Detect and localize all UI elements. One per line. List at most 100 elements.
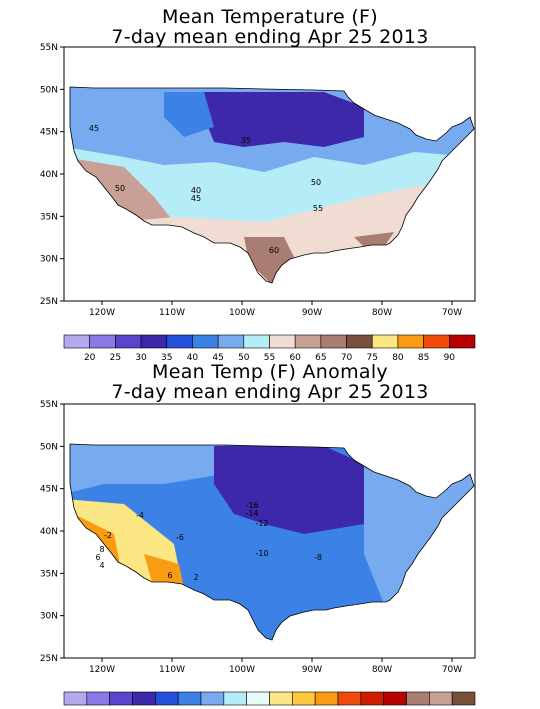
colorbar-swatch	[192, 334, 219, 349]
country-outline	[69, 443, 475, 641]
colorbar-tick-label: 55	[264, 353, 275, 363]
lat-label: 55N	[40, 400, 58, 410]
colorbar-swatch	[383, 691, 407, 706]
lon-label: 70W	[442, 308, 462, 318]
lon-label: 80W	[372, 308, 392, 318]
colorbar-swatch	[314, 691, 339, 706]
colorbar-swatch	[217, 334, 245, 349]
lat-label: 30N	[40, 612, 58, 622]
lat-label: 55N	[40, 43, 58, 53]
colorbar-tick-label: 70	[341, 353, 353, 363]
colorbar-swatch	[166, 334, 193, 349]
panel1-title-line2: 7-day mean ending Apr 25 2013	[111, 26, 429, 48]
lon-label: 90W	[302, 665, 322, 675]
colorbar: 20 25 30 35 40 45 50 55 60 65 70 75 80 85 90	[63, 334, 476, 363]
colorbar-swatch	[132, 691, 156, 706]
country-outline	[69, 86, 475, 284]
lat-label: 50N	[40, 85, 58, 95]
colorbar: -16-14-12-10-8-6-4-20246810121416	[63, 691, 476, 706]
colorbar-swatch	[346, 334, 373, 349]
colorbar-tick-label: 30	[135, 353, 147, 363]
contour-label: 60	[269, 246, 279, 255]
contour-label: 4	[99, 561, 104, 570]
lat-label: 40N	[40, 170, 58, 180]
colorbar-swatch	[451, 691, 476, 706]
band-mild-north	[70, 444, 224, 494]
lat-label: 25N	[40, 654, 58, 664]
lon-label: 90W	[302, 308, 322, 318]
colorbar-tick-label: 50	[238, 353, 250, 363]
lat-label: 45N	[40, 485, 58, 495]
colorbar-swatch	[63, 691, 88, 706]
lat-label: 30N	[40, 255, 58, 265]
colorbar-swatch	[246, 691, 270, 706]
contour-label: -12	[255, 519, 268, 528]
lon-label: 110W	[159, 665, 185, 675]
contour-label: 6	[95, 553, 100, 562]
colorbar-swatch	[243, 334, 270, 349]
mean-temperature-map: 55N 50N 45N 40N 35N 30N 25N 120W 110W 100W 90W 80W 7…	[40, 43, 476, 363]
lat-label: 40N	[40, 527, 58, 537]
contour-label: -4	[136, 511, 144, 520]
temperature-anomaly-map: 55N 50N 45N 40N 35N 30N 25N 120W 110W 100W 90W 80W 7…	[40, 400, 476, 706]
colorbar-swatch	[406, 691, 430, 706]
colorbar-tick-label: 60	[289, 353, 301, 363]
contour-label: -10	[255, 549, 268, 558]
colorbar-swatch	[371, 334, 399, 349]
lat-label: 25N	[40, 297, 58, 307]
colorbar-tick-label: 85	[418, 353, 429, 363]
colorbar-swatch	[269, 334, 296, 349]
band-hot-southwest	[144, 554, 184, 589]
lon-label: 120W	[89, 665, 115, 675]
colorbar-swatch	[320, 334, 347, 349]
panel1-title-line1: Mean Temperature (F)	[162, 6, 378, 28]
colorbar-swatch	[200, 691, 225, 706]
colorbar-swatch	[292, 691, 316, 706]
contour-label: 50	[311, 178, 321, 187]
contour-label: -2	[104, 531, 112, 540]
contour-label: -6	[176, 533, 184, 542]
contour-label: 40	[191, 186, 201, 195]
colorbar-swatch	[449, 334, 476, 349]
colorbar-swatch	[360, 691, 384, 706]
lon-label: 120W	[89, 308, 115, 318]
colorbar-tick-label: 25	[110, 353, 121, 363]
colorbar-swatch	[89, 334, 116, 349]
lon-label: 70W	[442, 665, 462, 675]
colorbar-tick-label: 35	[161, 353, 172, 363]
colorbar-swatch	[294, 334, 322, 349]
colorbar-tick-label: 75	[367, 353, 378, 363]
contour-label: 2	[193, 573, 198, 582]
contour-label: 6	[167, 571, 172, 580]
contour-label: 55	[313, 204, 323, 213]
panel2-title-line1: Mean Temp (F) Anomaly	[152, 361, 388, 383]
contour-label: 45	[191, 194, 201, 203]
band-cold-core	[214, 446, 364, 534]
colorbar-tick-label: 80	[392, 353, 404, 363]
contour-label: 35	[241, 136, 251, 145]
panel2-title-line2: 7-day mean ending Apr 25 2013	[111, 381, 429, 403]
colorbar-tick-label: 65	[315, 353, 326, 363]
colorbar-swatch	[115, 334, 142, 349]
contour-label: 50	[115, 184, 125, 193]
colorbar-swatch	[397, 334, 424, 349]
contour-label: 45	[89, 124, 99, 133]
lon-label: 100W	[229, 308, 255, 318]
band-cold-west	[164, 92, 214, 137]
lat-label: 50N	[40, 442, 58, 452]
colorbar-swatch	[337, 691, 362, 706]
colorbar-swatch	[109, 691, 133, 706]
lon-label: 110W	[159, 308, 185, 318]
colorbar-swatch	[269, 691, 293, 706]
colorbar-swatch	[63, 334, 90, 349]
colorbar-tick-label: 20	[84, 353, 96, 363]
contour-label: -14	[245, 509, 258, 518]
band-cold-core	[204, 92, 364, 147]
lat-label: 35N	[40, 569, 58, 579]
colorbar-tick-label: 90	[444, 353, 456, 363]
contour-label: -16	[245, 501, 258, 510]
colorbar-tick-label: 45	[212, 353, 223, 363]
colorbar-tick-label: 40	[187, 353, 199, 363]
lat-label: 45N	[40, 128, 58, 138]
